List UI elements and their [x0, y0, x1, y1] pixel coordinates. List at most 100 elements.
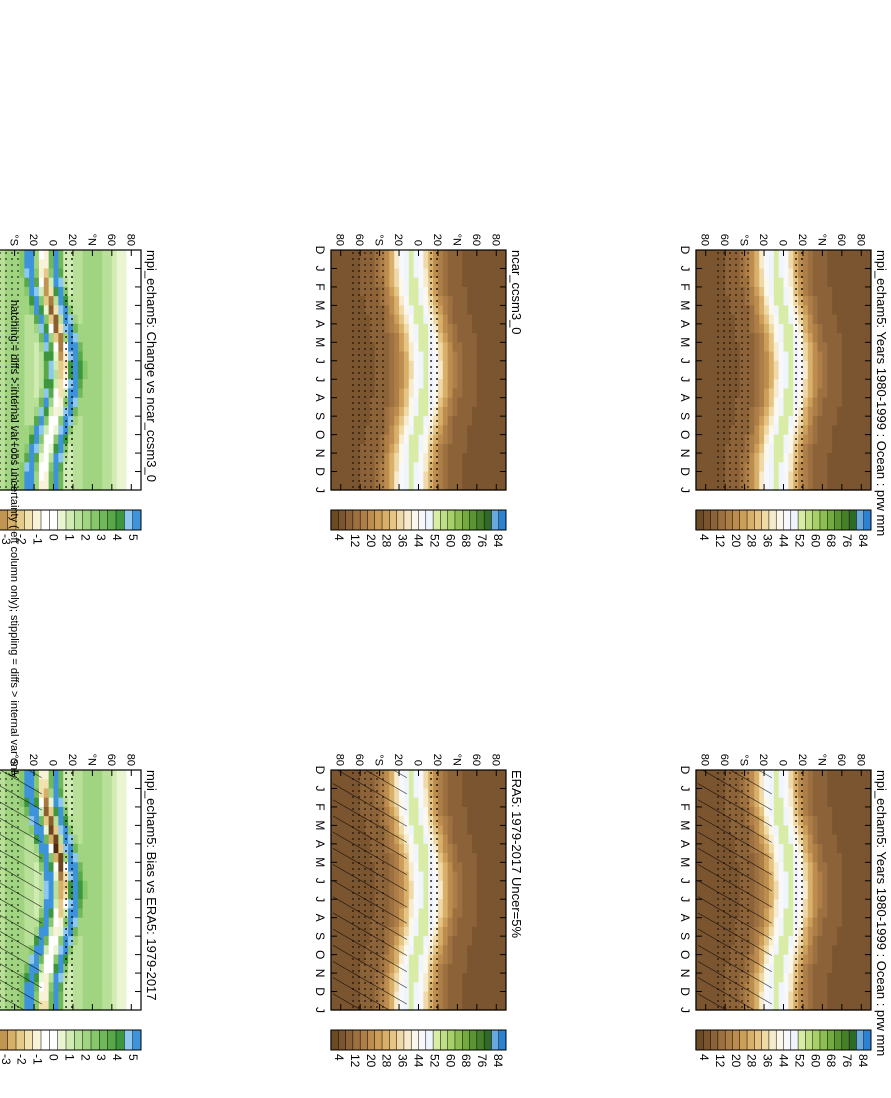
heatmap-cell: [500, 406, 506, 417]
heatmap-cell: [120, 770, 127, 780]
heatmap-cell: [471, 342, 477, 353]
heatmap-cell: [705, 406, 711, 417]
heatmap-cell: [451, 277, 458, 288]
colorbar-tick-label: 52: [427, 534, 441, 548]
heatmap-cell: [807, 397, 813, 408]
heatmap-cell: [855, 443, 862, 454]
heatmap-cell: [451, 434, 458, 445]
colorbar-segment: [746, 1029, 755, 1051]
heatmap-cell: [471, 853, 477, 863]
heatmap-cell: [422, 973, 429, 983]
stippling-band-north: [795, 770, 805, 1010]
heatmap-cell: [831, 250, 837, 260]
heatmap-cell: [500, 834, 506, 845]
heatmap-cell: [398, 305, 404, 316]
heatmap-cell: [700, 434, 706, 445]
heatmap-cell: [451, 917, 458, 928]
heatmap-cell: [831, 434, 837, 445]
heatmap-cell: [841, 268, 847, 279]
heatmap-cell: [773, 945, 779, 956]
heatmap-cell: [700, 351, 706, 362]
colorbar-segment: [374, 509, 383, 531]
heatmap-cell: [831, 779, 837, 790]
heatmap-cell: [855, 480, 862, 491]
heatmap-cell: [816, 406, 823, 417]
heatmap-cell: [101, 954, 107, 965]
heatmap-cell: [705, 259, 711, 270]
heatmap-cell: [816, 880, 823, 891]
heatmap-cell: [500, 342, 506, 353]
heatmap-cell: [773, 1000, 779, 1011]
heatmap-cell: [807, 259, 813, 270]
heatmap-cell: [130, 853, 137, 863]
heatmap-cell: [481, 954, 487, 965]
heatmap-cell: [476, 834, 482, 845]
heatmap-cell: [846, 834, 852, 845]
month-tick-label: J: [313, 358, 327, 364]
heatmap-cell: [821, 296, 828, 306]
heatmap-cell: [476, 416, 482, 426]
heatmap-cell: [96, 908, 103, 919]
heatmap-cell: [495, 277, 502, 288]
heatmap-cell: [705, 323, 711, 334]
heatmap-cell: [135, 973, 141, 983]
heatmap-cell: [836, 853, 842, 863]
heatmap-cell: [841, 982, 847, 993]
panel-title: mpi_echam5: Bias vs ERA5: 1979-2017: [144, 770, 159, 1001]
heatmap-cell: [476, 899, 482, 910]
heatmap-cell: [768, 462, 774, 473]
heatmap-cell: [495, 853, 502, 863]
colorbar-tick-label: 44: [777, 534, 791, 548]
colorbar-tick-label: 12: [348, 534, 362, 548]
heatmap-cell: [43, 825, 49, 836]
lat-tick-label: 0: [412, 760, 424, 766]
heatmap-cell: [461, 834, 468, 845]
heatmap-cell: [111, 945, 117, 956]
heatmap-cell: [495, 991, 502, 1002]
heatmap-cell: [865, 963, 871, 974]
heatmap-cell: [447, 471, 453, 482]
heatmap-cell: [500, 945, 506, 956]
heatmap-cell: [393, 286, 400, 297]
heatmap-cell: [753, 305, 760, 316]
heatmap-cell: [471, 286, 477, 297]
heatmap-cell: [388, 379, 395, 390]
heatmap-cell: [442, 880, 448, 891]
heatmap-cell: [778, 333, 784, 343]
heatmap-cell: [422, 908, 429, 919]
heatmap-cell: [393, 296, 400, 306]
heatmap-cell: [816, 871, 823, 882]
heatmap-cell: [700, 360, 706, 371]
heatmap-cell: [96, 816, 103, 826]
heatmap-cell: [456, 991, 463, 1002]
heatmap-cell: [812, 397, 818, 408]
heatmap-cell: [393, 379, 400, 390]
heatmap-cell: [773, 259, 779, 270]
colorbar-tick-label: 68: [824, 534, 838, 548]
heatmap-cell: [490, 945, 497, 956]
heatmap-cell: [821, 333, 828, 343]
heatmap-cell: [850, 770, 857, 780]
heatmap-cell: [101, 908, 107, 919]
heatmap-cell: [768, 360, 774, 371]
heatmap-cell: [753, 453, 760, 463]
heatmap-cell: [77, 853, 83, 863]
heatmap-cell: [695, 277, 701, 288]
heatmap-cell: [816, 816, 823, 826]
heatmap-cell: [456, 397, 463, 408]
heatmap-cell: [695, 333, 701, 343]
heatmap-cell: [807, 277, 813, 288]
heatmap-cell: [500, 853, 506, 863]
heatmap-cell: [836, 277, 842, 288]
heatmap-cell: [447, 843, 453, 854]
heatmap-cell: [500, 397, 506, 408]
heatmap-cell: [116, 834, 122, 845]
heatmap-cell: [388, 425, 395, 436]
heatmap-cell: [855, 917, 862, 928]
heatmap-cell: [476, 770, 482, 780]
heatmap-cell: [855, 862, 862, 873]
lat-tick-label: 20: [796, 234, 808, 246]
heatmap-cell: [96, 954, 103, 965]
heatmap-cell: [485, 277, 492, 288]
heatmap-cell: [52, 843, 59, 854]
